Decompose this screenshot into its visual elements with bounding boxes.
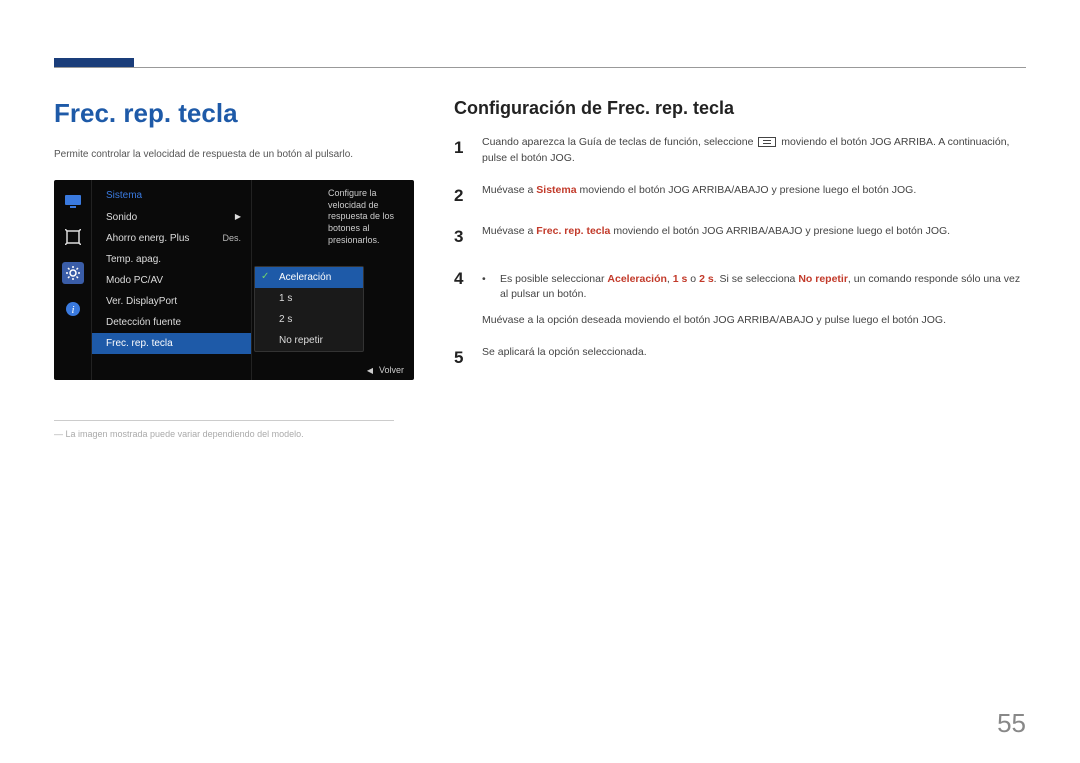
osd-menu-item: Temp. apag. (92, 249, 251, 270)
osd-popup-label: 1 s (279, 293, 292, 304)
step-text-fragment: moviendo el botón JOG ARRIBA/ABAJO y pre… (577, 184, 917, 196)
step: 4 Es posible seleccionar Aceleración, 1 s… (454, 266, 1026, 329)
intro-text: Permite controlar la velocidad de respue… (54, 149, 414, 160)
back-arrow-icon: ◀ (367, 366, 373, 375)
step-text-fragment: Se aplicará la opción seleccionada. (482, 346, 647, 358)
step: 3 Muévase a Frec. rep. tecla moviendo el … (454, 224, 1026, 250)
footnote: ― La imagen mostrada puede variar depend… (54, 429, 414, 439)
osd-description: Configure la velocidad de respuesta de l… (328, 188, 406, 246)
content: Frec. rep. tecla Permite controlar la ve… (54, 98, 1026, 439)
osd-menu-value: Des. (222, 233, 241, 243)
osd-sidebar: i (54, 180, 92, 380)
step: 5 Se aplicará la opción seleccionada. (454, 345, 1026, 371)
step-body: Muévase a Sistema moviendo el botón JOG … (482, 183, 1026, 209)
step-text-fragment: o (687, 273, 699, 285)
osd-popup: ✓ Aceleración 1 s 2 s No repetir (254, 266, 364, 352)
step-text-fragment: Muévase a (482, 184, 536, 196)
step-body: Se aplicará la opción seleccionada. (482, 345, 1026, 371)
step-text-fragment: Aceleración (607, 273, 667, 285)
footnote-rule (54, 420, 394, 421)
chevron-right-icon: ▶ (235, 212, 241, 221)
osd-popup-label: Aceleración (279, 272, 331, 283)
step-number: 1 (454, 135, 470, 167)
step-text-fragment: Sistema (536, 184, 576, 196)
osd-popup-item: No repetir (255, 330, 363, 351)
step-text-fragment: . Si se selecciona (714, 273, 799, 285)
step-text-fragment: Es posible seleccionar (500, 273, 607, 285)
svg-text:i: i (71, 304, 74, 316)
osd-popup-item: ✓ Aceleración (255, 267, 363, 288)
step-text-fragment: Frec. rep. tecla (536, 225, 610, 237)
step-body: Muévase a Frec. rep. tecla moviendo el b… (482, 224, 1026, 250)
info-icon: i (62, 298, 84, 320)
frame-icon (62, 226, 84, 248)
step-body: Cuando aparezca la Guía de teclas de fun… (482, 135, 1026, 167)
step-body: Es posible seleccionar Aceleración, 1 s … (482, 266, 1026, 329)
step-text-fragment: 1 s (673, 273, 688, 285)
osd-menu: Sistema Sonido▶Ahorro energ. PlusDes.Tem… (92, 180, 252, 380)
step-number: 5 (454, 345, 470, 371)
osd-menu-item: Sonido▶ (92, 207, 251, 228)
osd-menu-item: Ver. DisplayPort (92, 291, 251, 312)
step-number: 3 (454, 224, 470, 250)
step-text-fragment: Cuando aparezca la Guía de teclas de fun… (482, 136, 756, 148)
header-rule (54, 67, 1026, 68)
step-text-fragment: 2 s (699, 273, 714, 285)
osd-footer: ◀ Volver (367, 360, 404, 380)
osd-popup-label: No repetir (279, 335, 323, 346)
osd-popup-label: 2 s (279, 314, 292, 325)
monitor-icon (62, 190, 84, 212)
step-after-text: Muévase a la opción deseada moviendo el … (482, 313, 1026, 329)
step-text-fragment: Muévase a la opción deseada moviendo el … (482, 314, 946, 326)
osd-screenshot: i Sistema Sonido▶Ahorro energ. PlusDes.T… (54, 180, 414, 380)
page-number: 55 (997, 708, 1026, 739)
gear-icon (62, 262, 84, 284)
osd-popup-item: 1 s (255, 288, 363, 309)
step-number: 2 (454, 183, 470, 209)
left-column: Frec. rep. tecla Permite controlar la ve… (54, 98, 414, 439)
section-title: Configuración de Frec. rep. tecla (454, 98, 1026, 119)
osd-menu-title: Sistema (92, 186, 251, 207)
bullet-text: Es posible seleccionar Aceleración, 1 s … (500, 272, 1026, 304)
step-text-fragment: moviendo el botón JOG ARRIBA/ABAJO y pre… (610, 225, 950, 237)
check-icon: ✓ (261, 271, 269, 282)
step-text-fragment: No repetir (798, 273, 848, 285)
step-number: 4 (454, 266, 470, 329)
osd-menu-item: Detección fuente (92, 312, 251, 333)
page-title: Frec. rep. tecla (54, 98, 414, 129)
menu-icon (758, 137, 776, 147)
right-column: Configuración de Frec. rep. tecla 1 Cuand… (454, 98, 1026, 439)
osd-menu-item: Frec. rep. tecla (92, 333, 251, 354)
osd-popup-item: 2 s (255, 309, 363, 330)
step: 2 Muévase a Sistema moviendo el botón JOG… (454, 183, 1026, 209)
steps-list: 1 Cuando aparezca la Guía de teclas de fu… (454, 135, 1026, 370)
osd-footer-label: Volver (379, 365, 404, 375)
step: 1 Cuando aparezca la Guía de teclas de fu… (454, 135, 1026, 167)
osd-menu-item: Ahorro energ. PlusDes. (92, 228, 251, 249)
step-text-fragment: Muévase a (482, 225, 536, 237)
osd-menu-item: Modo PC/AV (92, 270, 251, 291)
step-bullet: Es posible seleccionar Aceleración, 1 s … (482, 272, 1026, 304)
